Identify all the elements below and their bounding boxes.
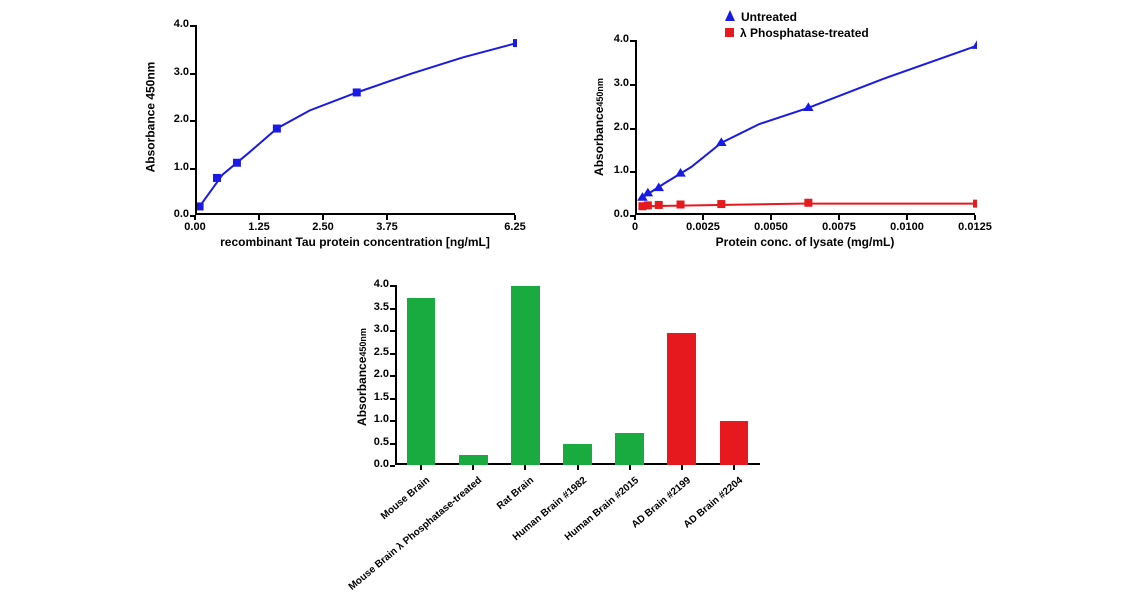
legend-phosphatase-label: λ Phosphatase-treated	[740, 26, 869, 40]
left-chart: Absorbance 450nm 0.001.252.503.756.25 0.…	[140, 10, 540, 275]
bar	[459, 455, 488, 465]
right-xtick: 0.0025	[681, 221, 725, 233]
bottom-chart-plot	[395, 285, 760, 465]
right-chart-legend: Untreated λ Phosphatase-treated	[725, 10, 869, 40]
bottom-chart: Absorbance450nm 0.00.51.01.52.02.53.03.5…	[340, 280, 810, 600]
left-chart-svg	[197, 25, 517, 215]
bottom-ytick: 2.5	[355, 346, 389, 358]
bar	[407, 298, 436, 465]
left-xtick: 2.50	[305, 221, 341, 233]
bottom-ytick: 2.0	[355, 368, 389, 380]
triangle-icon	[725, 10, 735, 24]
right-ytick: 4.0	[595, 33, 629, 45]
legend-untreated-label: Untreated	[741, 10, 797, 24]
right-chart-svg	[637, 40, 977, 215]
right-xtick: 0.0075	[817, 221, 861, 233]
right-ytick: 2.0	[595, 121, 629, 133]
legend-phosphatase: λ Phosphatase-treated	[725, 26, 869, 40]
right-chart: Absorbance450nm Untreated λ Phosphatase-…	[580, 10, 1000, 275]
bottom-ytick: 3.5	[355, 301, 389, 313]
left-ytick: 4.0	[155, 18, 189, 30]
right-xtick: 0.0100	[885, 221, 929, 233]
bottom-ytick: 1.5	[355, 391, 389, 403]
legend-untreated: Untreated	[725, 10, 869, 24]
right-xtick: 0.0125	[953, 221, 997, 233]
bar	[720, 421, 749, 465]
left-ytick: 0.0	[155, 208, 189, 220]
bottom-ytick: 1.0	[355, 413, 389, 425]
right-xtick: 0	[613, 221, 657, 233]
left-chart-xlabel: recombinant Tau protein concentration [n…	[195, 235, 515, 249]
left-ytick: 1.0	[155, 161, 189, 173]
bar	[615, 433, 644, 465]
bottom-ytick: 3.0	[355, 323, 389, 335]
left-ytick: 3.0	[155, 66, 189, 78]
bottom-ytick: 4.0	[355, 278, 389, 290]
right-chart-xlabel: Protein conc. of lysate (mg/mL)	[635, 235, 975, 249]
square-icon	[725, 26, 734, 40]
right-ytick: 0.0	[595, 208, 629, 220]
left-chart-plot	[195, 25, 515, 215]
left-xtick: 3.75	[369, 221, 405, 233]
bar	[511, 286, 540, 465]
right-xtick: 0.0050	[749, 221, 793, 233]
left-xtick: 1.25	[241, 221, 277, 233]
right-ytick: 1.0	[595, 164, 629, 176]
left-xtick: 6.25	[497, 221, 533, 233]
bar	[563, 444, 592, 465]
bar	[667, 333, 696, 465]
right-chart-plot	[635, 40, 975, 215]
left-ytick: 2.0	[155, 113, 189, 125]
left-xtick: 0.00	[177, 221, 213, 233]
bottom-ytick: 0.5	[355, 436, 389, 448]
bottom-ytick: 0.0	[355, 458, 389, 470]
right-ytick: 3.0	[595, 77, 629, 89]
